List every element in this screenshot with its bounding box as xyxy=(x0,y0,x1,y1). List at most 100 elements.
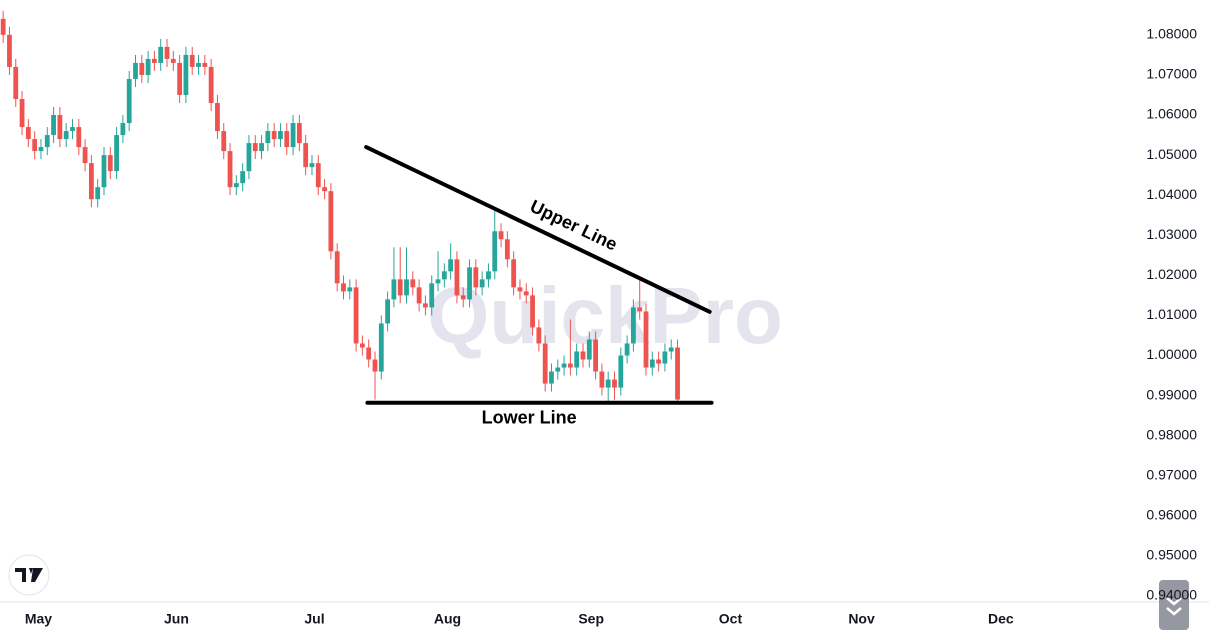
candle-body xyxy=(359,343,365,348)
candle-body xyxy=(486,271,491,280)
candle-body xyxy=(567,363,573,368)
candle-body xyxy=(643,311,649,368)
candle-body xyxy=(523,291,529,296)
x-tick-label: Nov xyxy=(848,611,875,627)
watermark: QuickPro xyxy=(427,271,783,360)
candle-body xyxy=(334,251,340,284)
candle-body xyxy=(378,323,384,372)
candle-body xyxy=(624,343,630,356)
y-tick-label: 1.05000 xyxy=(1146,146,1197,162)
candle-body xyxy=(189,54,195,67)
candle-body xyxy=(13,66,19,99)
candle-body xyxy=(662,351,668,364)
y-tick-label: 1.08000 xyxy=(1146,26,1197,42)
candle-body xyxy=(107,155,113,172)
candle-body xyxy=(7,34,12,67)
candle-body xyxy=(593,339,598,372)
candle-body xyxy=(448,259,454,272)
candle-body xyxy=(145,58,151,75)
candle-body xyxy=(259,143,264,152)
candle-body xyxy=(649,359,655,368)
candle-body xyxy=(511,259,517,288)
candle-body xyxy=(265,131,271,144)
candle-body xyxy=(0,18,6,35)
candle-body xyxy=(296,123,302,144)
y-tick-label: 1.00000 xyxy=(1146,346,1197,362)
candle-body xyxy=(328,191,334,252)
candle-body xyxy=(196,62,201,67)
candle-body xyxy=(454,259,460,296)
y-tick-label: 1.07000 xyxy=(1146,66,1197,82)
y-tick-label: 0.99000 xyxy=(1146,386,1197,402)
y-tick-label: 0.97000 xyxy=(1146,466,1197,482)
line-label: Lower Line xyxy=(482,408,577,428)
candle-body xyxy=(366,347,372,360)
candle-body xyxy=(404,279,409,296)
x-tick-label: Jun xyxy=(164,611,189,627)
candle-body xyxy=(271,131,277,140)
candle-body xyxy=(580,351,586,360)
candle-body xyxy=(353,287,359,344)
candle-body xyxy=(233,183,239,188)
candle-body xyxy=(391,279,397,300)
candle-body xyxy=(303,143,309,168)
y-tick-label: 0.94000 xyxy=(1146,587,1197,603)
candle-body xyxy=(120,123,126,136)
candle-body xyxy=(675,347,680,400)
y-tick-label: 1.01000 xyxy=(1146,306,1197,322)
candle-body xyxy=(574,351,580,368)
candle-body xyxy=(492,231,498,272)
candle-body xyxy=(221,131,227,152)
candle-body xyxy=(637,307,643,312)
candle-body xyxy=(397,279,403,296)
candle-body xyxy=(631,307,636,344)
candle-body xyxy=(202,62,208,67)
candle-body xyxy=(70,127,75,132)
candle-body xyxy=(57,115,63,140)
y-tick-label: 1.06000 xyxy=(1146,106,1197,122)
x-tick-label: Sep xyxy=(578,611,604,627)
candle-body xyxy=(82,147,88,164)
x-tick-label: Dec xyxy=(988,611,1014,627)
candle-body xyxy=(473,267,479,288)
candle-body xyxy=(246,143,252,172)
candle-body xyxy=(517,287,523,292)
y-tick-label: 0.95000 xyxy=(1146,547,1197,563)
candle-body xyxy=(605,379,611,388)
candle-body xyxy=(126,78,132,124)
candle-body xyxy=(309,163,315,168)
candle-body xyxy=(612,379,617,388)
y-tick-label: 0.98000 xyxy=(1146,426,1197,442)
candle-body xyxy=(467,267,472,300)
candle-body xyxy=(586,339,592,360)
candle-body xyxy=(101,155,107,188)
y-tick-label: 0.96000 xyxy=(1146,507,1197,523)
candle-body xyxy=(656,359,662,364)
candle-body xyxy=(530,295,535,328)
y-tick-label: 1.02000 xyxy=(1146,266,1197,282)
candle-body xyxy=(315,163,321,188)
candle-body xyxy=(429,283,435,308)
candle-body xyxy=(133,62,138,79)
candle-body xyxy=(549,371,554,384)
y-tick-label: 1.03000 xyxy=(1146,226,1197,242)
candle-body xyxy=(435,279,441,284)
candle-body xyxy=(240,171,246,184)
candle-body xyxy=(51,115,56,136)
candle-body xyxy=(177,62,183,95)
candle-body xyxy=(63,131,69,140)
candle-body xyxy=(290,123,296,148)
x-tick-label: Jul xyxy=(304,611,324,627)
y-tick-label: 1.04000 xyxy=(1146,186,1197,202)
candle-body xyxy=(542,343,548,384)
candle-body xyxy=(95,187,101,200)
candle-body xyxy=(618,355,624,388)
scroll-button[interactable] xyxy=(1159,580,1189,630)
candle-body xyxy=(215,103,220,132)
candle-body xyxy=(19,98,25,128)
candle-body xyxy=(139,62,145,75)
candle-body xyxy=(114,135,119,172)
candle-body xyxy=(423,303,428,308)
candle-body xyxy=(284,131,290,148)
